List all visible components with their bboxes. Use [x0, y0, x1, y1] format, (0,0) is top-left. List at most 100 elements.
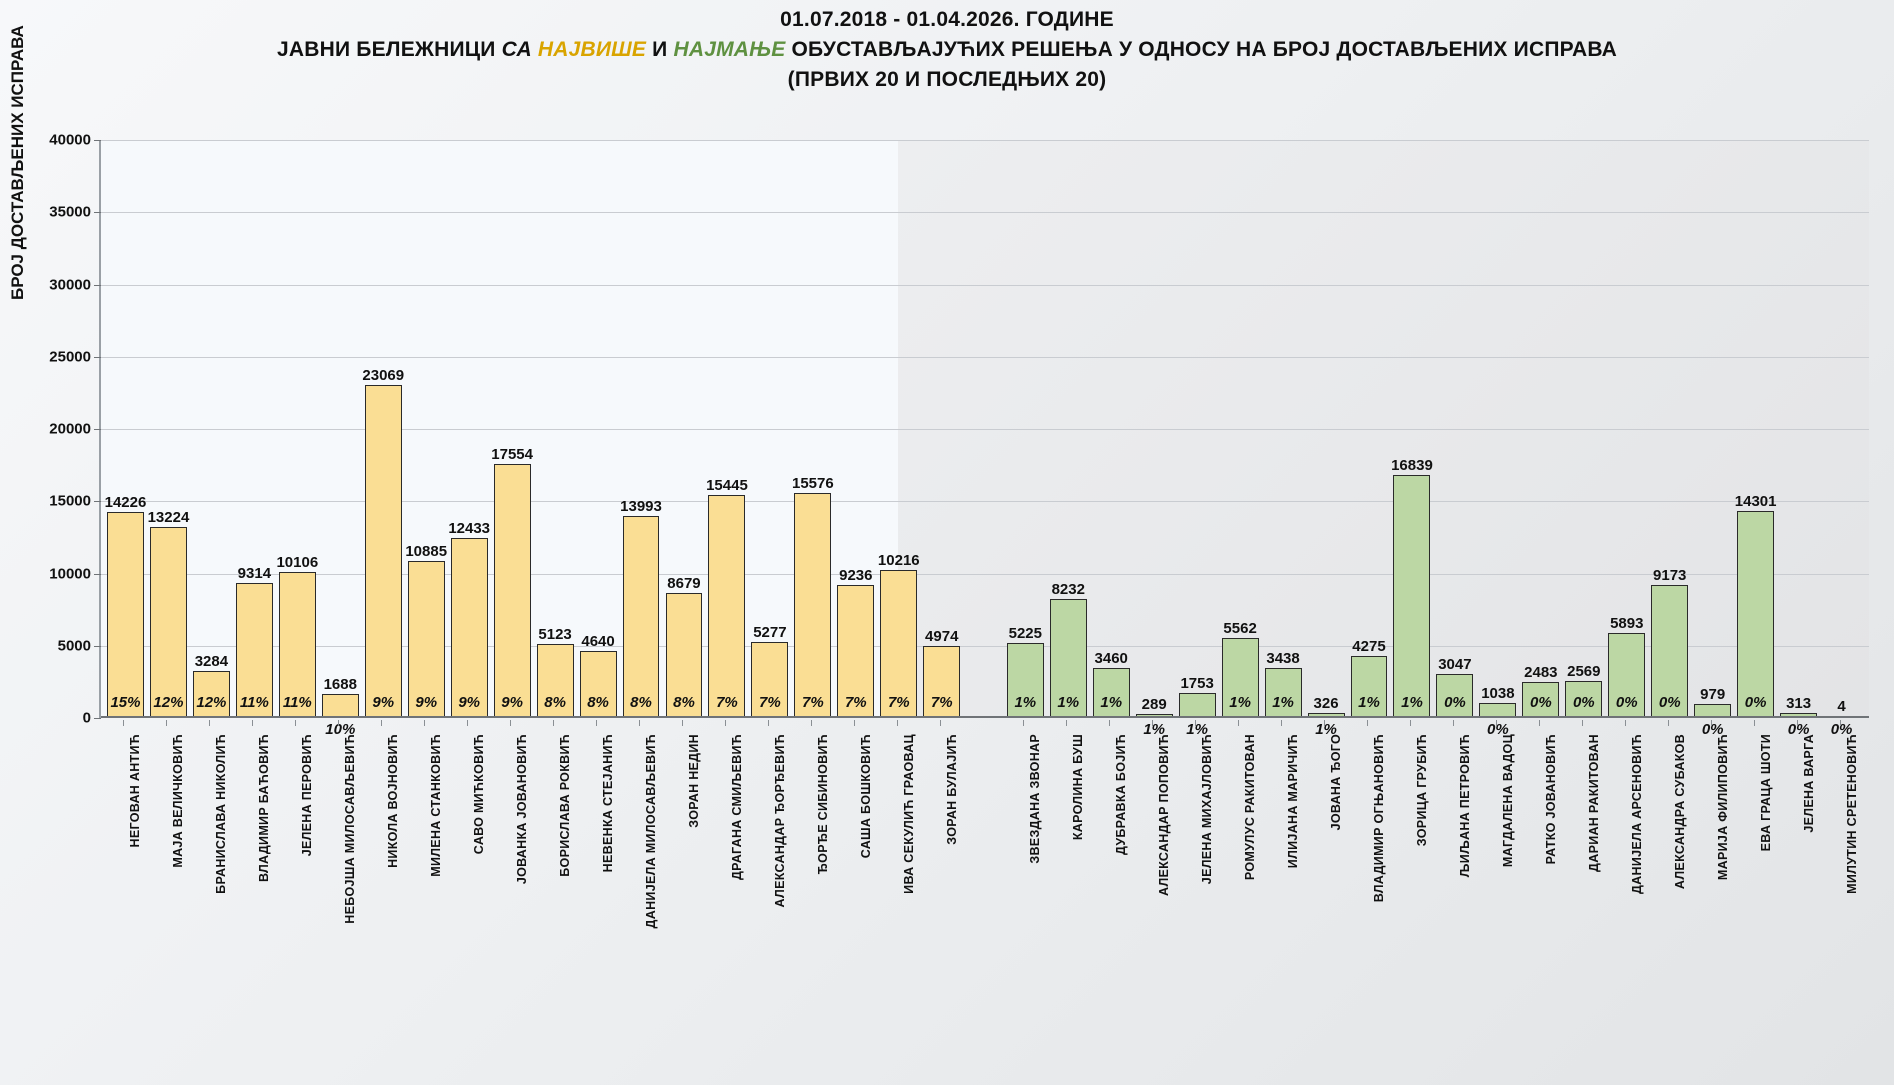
x-axis-label: ВЛАДИМИР БАЋОВИЋ — [257, 734, 272, 883]
bar-percent-label: 1% — [1401, 694, 1423, 711]
bar-column[interactable]: 979 0% — [1694, 686, 1732, 738]
x-tick — [381, 720, 383, 726]
bar-column[interactable]: 3047 0% — [1436, 656, 1474, 718]
x-axis-label: ЉИЉАНА ПЕТРОВИЋ — [1457, 734, 1472, 878]
bar[interactable]: 8679 8% — [665, 575, 703, 718]
bar-column[interactable]: 4275 1% — [1350, 638, 1388, 718]
bar[interactable]: 1688 10% — [321, 676, 359, 738]
bar-column[interactable]: 9173 0% — [1651, 567, 1689, 718]
x-axis-label: САША БОШКОВИЋ — [858, 734, 873, 859]
x-axis-label: БОРИСЛАВА РОКВИЋ — [558, 734, 573, 877]
bar-column[interactable]: 15445 7% — [706, 477, 748, 718]
y-tick — [94, 645, 101, 647]
bar[interactable]: 5123 8% — [536, 626, 574, 718]
x-axis-label: АЛЕКСАНДАР ПОПОВИЋ — [1157, 734, 1172, 897]
bar-column[interactable]: 9236 7% — [837, 567, 875, 718]
bar-column[interactable]: 13993 8% — [620, 498, 662, 718]
bar[interactable]: 10106 11% — [276, 554, 318, 718]
bar[interactable]: 12433 9% — [448, 520, 490, 718]
bar[interactable]: 23069 9% — [362, 367, 404, 718]
bar[interactable]: 5893 0% — [1608, 615, 1646, 718]
bar-column[interactable]: 2569 0% — [1565, 663, 1603, 718]
bar-column[interactable]: 12433 9% — [448, 520, 490, 718]
bar[interactable]: 3460 1% — [1092, 650, 1130, 718]
bar-column[interactable]: 3284 12% — [192, 653, 230, 718]
bar[interactable]: 326 1% — [1307, 695, 1345, 738]
bar-percent-label: 12% — [153, 694, 184, 711]
bar-percent-label: 9% — [501, 694, 523, 711]
bar-column[interactable]: 5562 1% — [1221, 620, 1259, 718]
bar-column[interactable]: 1038 0% — [1479, 685, 1517, 738]
y-axis-title: БРОЈ ДОСТАВЉЕНИХ ИСПРАВА — [8, 25, 27, 300]
bar[interactable]: 1753 1% — [1178, 675, 1216, 738]
bar-column[interactable]: 326 1% — [1307, 695, 1345, 738]
bar[interactable]: 9314 11% — [235, 565, 273, 718]
bar-column[interactable]: 4640 8% — [579, 633, 617, 718]
bar[interactable]: 13224 12% — [148, 509, 189, 718]
bar[interactable]: 5225 1% — [1006, 625, 1044, 718]
bar[interactable]: 5277 7% — [751, 624, 789, 718]
title-subset: (ПРВИХ 20 И ПОСЛЕДЊИХ 20) — [787, 68, 1107, 91]
bar[interactable]: 15576 7% — [792, 475, 834, 718]
bar[interactable]: 4974 7% — [923, 628, 961, 718]
bar[interactable]: 1038 0% — [1479, 685, 1517, 738]
y-tick — [94, 356, 101, 358]
bar[interactable]: 16839 1% — [1391, 457, 1433, 718]
bar-column[interactable]: 5123 8% — [536, 626, 574, 718]
bar[interactable]: 3438 1% — [1264, 650, 1302, 718]
bar-column[interactable]: 2483 0% — [1522, 664, 1560, 718]
bar-column[interactable]: 10106 11% — [276, 554, 318, 718]
bar-column[interactable]: 14226 15% — [105, 494, 146, 718]
bar-column[interactable]: 10216 7% — [878, 552, 920, 718]
bar-column[interactable]: 14301 0% — [1735, 493, 1777, 718]
bar[interactable]: 17554 9% — [491, 446, 533, 718]
bar-column[interactable]: 3460 1% — [1092, 650, 1130, 718]
bar-value-label: 2569 — [1567, 662, 1601, 680]
bar-percent-label: 11% — [239, 694, 269, 711]
bar[interactable]: 4640 8% — [579, 633, 617, 718]
bar-column[interactable]: 5893 0% — [1608, 615, 1646, 718]
bar[interactable]: 3047 0% — [1436, 656, 1474, 718]
bar-column[interactable]: 10885 9% — [405, 543, 447, 718]
bar[interactable]: 5562 1% — [1221, 620, 1259, 718]
x-axis-label: ЈОВАНА ЂОГО — [1329, 734, 1344, 831]
bar-column[interactable]: 16839 1% — [1391, 457, 1433, 718]
bar-column[interactable]: 1753 1% — [1178, 675, 1216, 738]
bar-column[interactable]: 9314 11% — [235, 565, 273, 718]
bar[interactable]: 13993 8% — [620, 498, 662, 718]
bar[interactable]: 3284 12% — [192, 653, 230, 718]
bar-column[interactable]: 17554 9% — [491, 446, 533, 718]
bar-column[interactable]: 15576 7% — [792, 475, 834, 718]
bar[interactable]: 4275 1% — [1350, 638, 1388, 718]
bar[interactable]: 10216 7% — [878, 552, 920, 718]
bar-column[interactable]: 13224 12% — [148, 509, 189, 718]
bar-column[interactable]: 8679 8% — [665, 575, 703, 718]
bar-percent-label: 7% — [802, 694, 824, 711]
bar-column[interactable]: 23069 9% — [362, 367, 404, 718]
bar-value-label: 4974 — [925, 628, 959, 646]
bar[interactable]: 9236 7% — [837, 567, 875, 718]
x-tick — [853, 720, 855, 726]
bar[interactable]: 2483 0% — [1522, 664, 1560, 718]
bar[interactable]: 2569 0% — [1565, 663, 1603, 718]
bar-column[interactable]: 1688 10% — [321, 676, 359, 738]
bar-percent-label: 0% — [1658, 694, 1681, 711]
bar[interactable]: 14301 0% — [1735, 493, 1777, 718]
bar[interactable]: 8232 1% — [1049, 581, 1087, 718]
bar-value-label: 10106 — [276, 553, 319, 571]
bar-column[interactable]: 8232 1% — [1049, 581, 1087, 718]
bar[interactable]: 14226 15% — [105, 494, 146, 718]
bar-value-label: 8679 — [667, 574, 701, 592]
bar-column[interactable]: 4974 7% — [923, 628, 961, 718]
bar[interactable]: 15445 7% — [706, 477, 748, 718]
bar[interactable]: 10885 9% — [405, 543, 447, 718]
bar-column[interactable]: 3438 1% — [1264, 650, 1302, 718]
bar-column[interactable]: 5225 1% — [1006, 625, 1044, 718]
bar[interactable]: 979 0% — [1694, 686, 1732, 738]
bar[interactable]: 289 1% — [1135, 696, 1173, 738]
bar[interactable]: 9173 0% — [1651, 567, 1689, 718]
x-tick — [295, 720, 297, 726]
bar-column[interactable]: 289 1% — [1135, 696, 1173, 738]
bar-column[interactable]: 5277 7% — [751, 624, 789, 718]
bar-value-label: 9236 — [839, 566, 873, 584]
